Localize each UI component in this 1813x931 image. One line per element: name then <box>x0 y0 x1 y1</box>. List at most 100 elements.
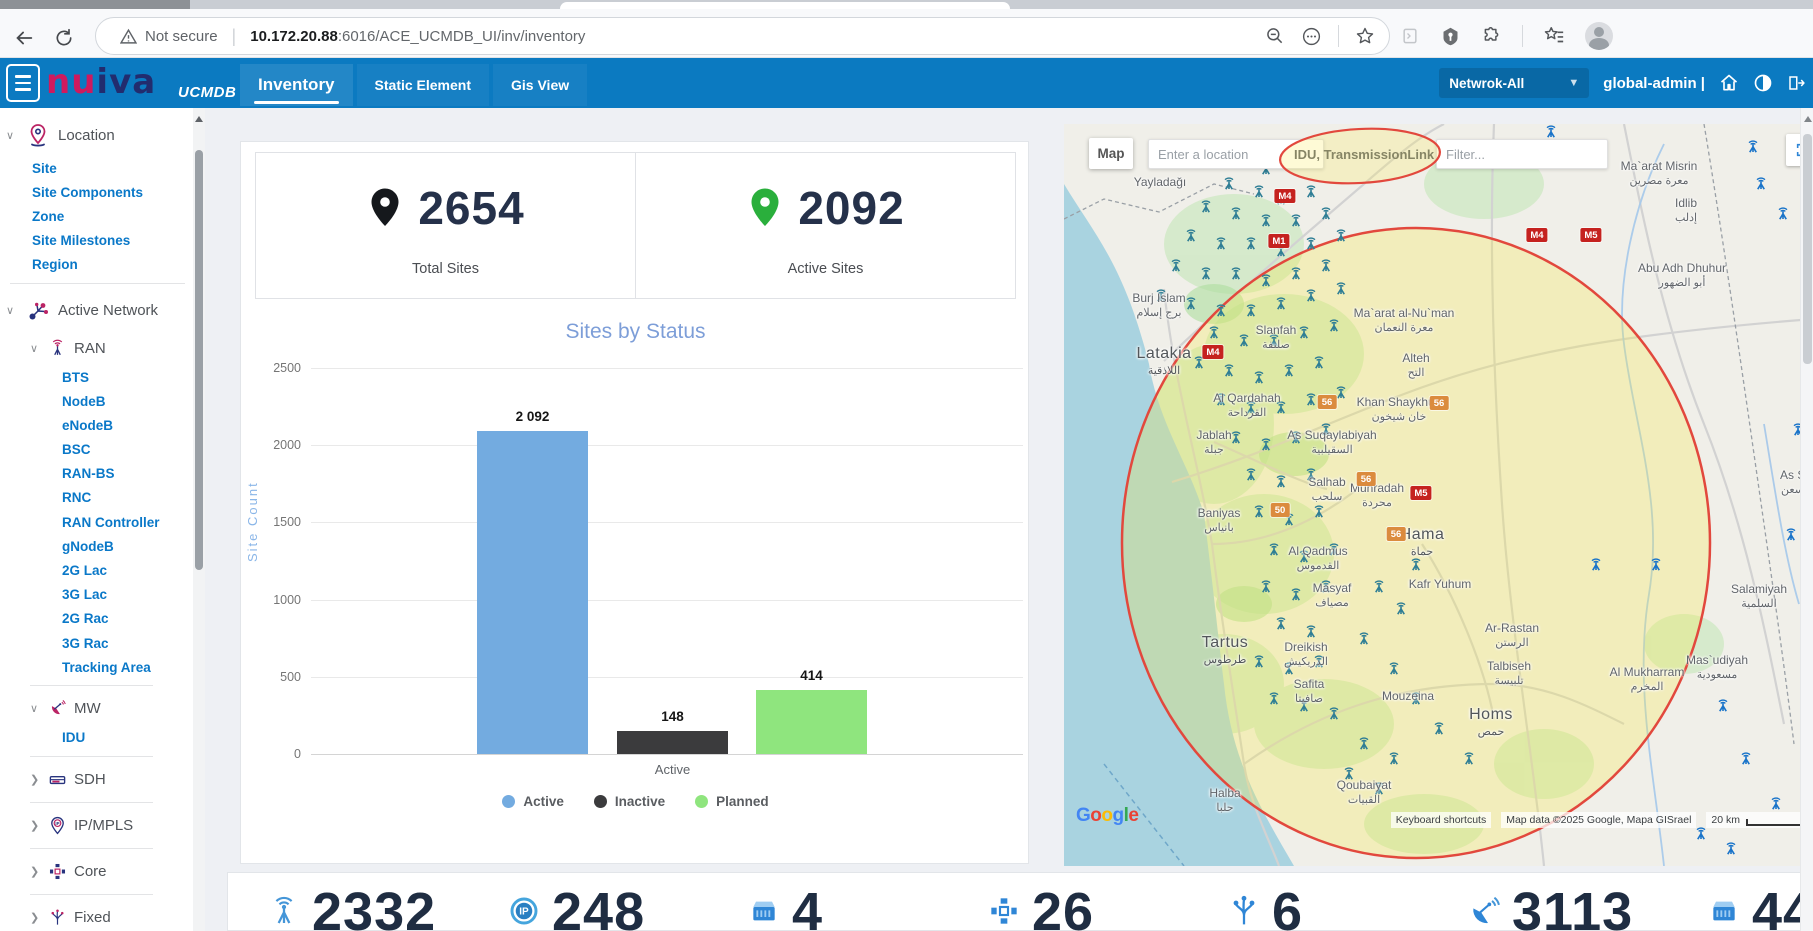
sidebar-item-zone[interactable]: Zone <box>32 208 65 224</box>
favorite-star-icon[interactable] <box>1355 26 1375 46</box>
antenna-site-marker-icon[interactable] <box>1185 297 1198 311</box>
antenna-site-marker-icon[interactable] <box>1343 767 1356 781</box>
map-canvas[interactable] <box>1064 124 1813 866</box>
antenna-site-marker-icon[interactable] <box>1305 468 1318 482</box>
antenna-site-marker-icon[interactable] <box>1215 393 1228 407</box>
antenna-site-marker-icon[interactable] <box>1395 602 1408 616</box>
antenna-site-marker-icon[interactable] <box>1283 364 1296 378</box>
antenna-site-marker-icon[interactable] <box>1260 274 1273 288</box>
bar-inactive[interactable] <box>617 731 728 754</box>
antenna-site-marker-icon[interactable] <box>1298 326 1311 340</box>
antenna-site-marker-icon[interactable] <box>1388 752 1401 766</box>
chevron-right-icon[interactable]: ❯ <box>30 819 40 832</box>
antenna-site-marker-icon[interactable] <box>1260 214 1273 228</box>
antenna-site-marker-icon[interactable] <box>1590 558 1603 572</box>
antenna-site-marker-icon[interactable] <box>1275 297 1288 311</box>
antenna-site-marker-icon[interactable] <box>1770 797 1783 811</box>
scroll-up-arrow-icon[interactable] <box>1803 116 1812 122</box>
sidebar-item-ran-bs[interactable]: RAN-BS <box>62 466 115 482</box>
antenna-site-marker-icon[interactable] <box>1245 401 1258 415</box>
chevron-down-icon[interactable]: ∨ <box>30 703 39 716</box>
antenna-site-marker-icon[interactable] <box>1463 752 1476 766</box>
sidebar-item-gnodeb[interactable]: gNodeB <box>62 538 114 554</box>
tab-gis-view[interactable]: Gis View <box>493 64 588 106</box>
sidebar-section-core[interactable]: ❯ Core <box>0 855 193 888</box>
antenna-site-marker-icon[interactable] <box>1410 558 1423 572</box>
chevron-down-icon[interactable]: ∨ <box>30 342 39 355</box>
antenna-site-marker-icon[interactable] <box>1268 334 1281 348</box>
antenna-site-marker-icon[interactable] <box>1223 364 1236 378</box>
antenna-site-marker-icon[interactable] <box>1328 707 1341 721</box>
sidebar-item-ran-controller[interactable]: RAN Controller <box>62 514 160 530</box>
antenna-site-marker-icon[interactable] <box>1230 267 1243 281</box>
antenna-site-marker-icon[interactable] <box>1155 289 1168 303</box>
antenna-site-marker-icon[interactable] <box>1215 237 1228 251</box>
antenna-site-marker-icon[interactable] <box>1253 655 1266 669</box>
map-filter-input[interactable] <box>1436 139 1608 169</box>
antenna-site-marker-icon[interactable] <box>1200 267 1213 281</box>
sidebar-section-location[interactable]: ∨ Location <box>0 114 193 156</box>
legend-item-active[interactable]: Active <box>502 794 564 809</box>
antenna-site-marker-icon[interactable] <box>1275 401 1288 415</box>
antenna-site-marker-icon[interactable] <box>1388 662 1401 676</box>
antenna-site-marker-icon[interactable] <box>1305 237 1318 251</box>
profile-avatar[interactable] <box>1585 22 1613 50</box>
antenna-site-marker-icon[interactable] <box>1230 207 1243 221</box>
sidebar-scrollbar[interactable] <box>193 108 205 931</box>
antenna-site-marker-icon[interactable] <box>1373 782 1386 796</box>
not-secure-label[interactable]: Not secure <box>145 27 218 45</box>
antenna-site-marker-icon[interactable] <box>1290 431 1303 445</box>
antenna-site-marker-icon[interactable] <box>1320 207 1333 221</box>
antenna-site-marker-icon[interactable] <box>1725 842 1738 856</box>
network-selector[interactable]: Netwrok-All ▼ <box>1439 68 1590 98</box>
sidebar-item-nodeb[interactable]: NodeB <box>62 393 106 409</box>
antenna-site-marker-icon[interactable] <box>1290 214 1303 228</box>
sidebar-section-sdh[interactable]: ❯ SDH <box>0 763 193 796</box>
keyboard-shortcuts-link[interactable]: Keyboard shortcuts <box>1390 812 1492 828</box>
antenna-site-marker-icon[interactable] <box>1238 334 1251 348</box>
antenna-site-marker-icon[interactable] <box>1358 632 1371 646</box>
antenna-site-marker-icon[interactable] <box>1328 543 1341 557</box>
scroll-up-arrow-icon[interactable] <box>195 116 203 122</box>
antenna-site-marker-icon[interactable] <box>1298 550 1311 564</box>
password-manager-icon[interactable] <box>1440 26 1461 47</box>
tab-inventory[interactable]: Inventory <box>240 64 353 106</box>
more-options-icon[interactable] <box>1301 26 1322 47</box>
legend-item-planned[interactable]: Planned <box>695 794 769 809</box>
extensions-puzzle-icon[interactable] <box>1481 26 1502 47</box>
refresh-button[interactable] <box>48 22 80 54</box>
sidebar-item-region[interactable]: Region <box>32 257 78 273</box>
antenna-site-marker-icon[interactable] <box>1777 207 1790 221</box>
antenna-site-marker-icon[interactable] <box>1650 558 1663 572</box>
antenna-site-marker-icon[interactable] <box>1290 588 1303 602</box>
antenna-site-marker-icon[interactable] <box>1320 423 1333 437</box>
antenna-site-marker-icon[interactable] <box>1305 185 1318 199</box>
antenna-site-marker-icon[interactable] <box>1208 326 1221 340</box>
sidebar-item-site[interactable]: Site <box>32 160 57 176</box>
sidebar-scrollbar-thumb[interactable] <box>195 150 203 570</box>
antenna-site-marker-icon[interactable] <box>1275 617 1288 631</box>
tab-static-element[interactable]: Static Element <box>356 64 490 106</box>
chevron-right-icon[interactable]: ❯ <box>30 911 40 924</box>
antenna-site-marker-icon[interactable] <box>1260 438 1273 452</box>
layer-selector-dropdown[interactable]: IDU, TransmissionLink ▼ <box>1294 139 1452 169</box>
sidebar-section-mw[interactable]: ∨ MW <box>0 692 193 725</box>
antenna-site-marker-icon[interactable] <box>1253 371 1266 385</box>
menu-hamburger-button[interactable] <box>6 64 40 102</box>
antenna-site-marker-icon[interactable] <box>1230 431 1243 445</box>
antenna-site-marker-icon[interactable] <box>1283 662 1296 676</box>
sidebar-item-site-milestones[interactable]: Site Milestones <box>32 233 131 249</box>
sidebar-section-fixed[interactable]: ❯ Fixed <box>0 901 193 931</box>
chevron-down-icon[interactable]: ∨ <box>6 129 15 142</box>
sidebar-item-idu[interactable]: IDU <box>62 729 86 745</box>
antenna-site-marker-icon[interactable] <box>1268 543 1281 557</box>
antenna-site-marker-icon[interactable] <box>1245 237 1258 251</box>
sidebar-item-bts[interactable]: BTS <box>62 369 89 385</box>
antenna-site-marker-icon[interactable] <box>1335 229 1348 243</box>
bar-active[interactable] <box>477 430 588 754</box>
antenna-site-marker-icon[interactable] <box>1253 185 1266 199</box>
antenna-site-marker-icon[interactable] <box>1313 356 1326 370</box>
antenna-site-marker-icon[interactable] <box>1245 304 1258 318</box>
sidebar-section-active-network[interactable]: ∨ Active Network <box>0 290 193 332</box>
antenna-site-marker-icon[interactable] <box>1313 655 1326 669</box>
